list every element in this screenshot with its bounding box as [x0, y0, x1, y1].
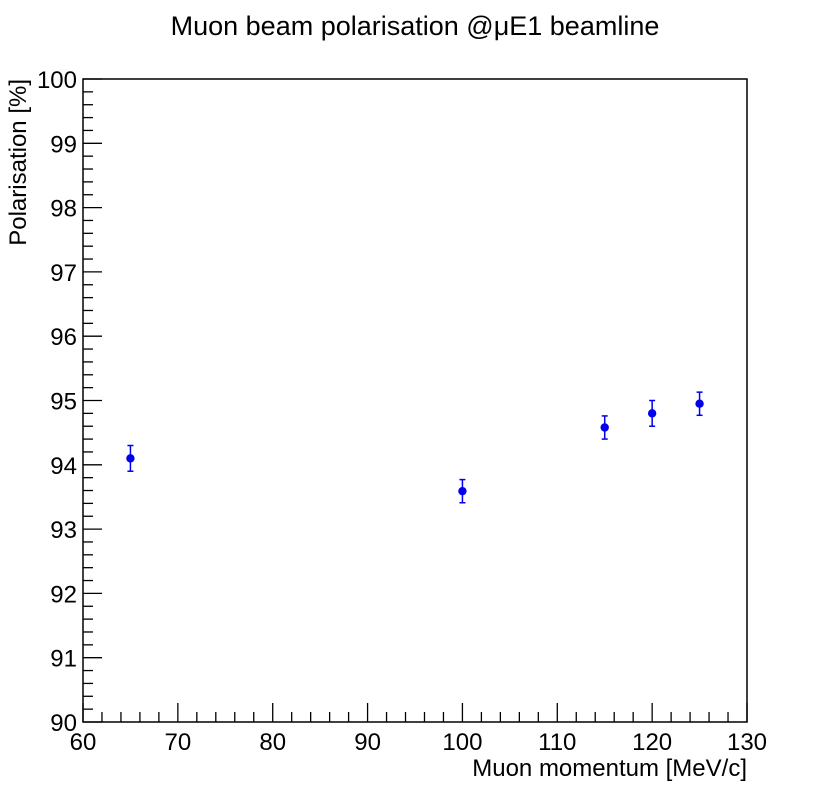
y-tick-label: 95: [50, 389, 77, 416]
y-tick-label: 94: [50, 453, 77, 480]
x-tick-label: 90: [354, 729, 381, 756]
y-tick-label: 98: [50, 196, 77, 223]
x-tick-label: 80: [259, 729, 286, 756]
x-tick-label: 120: [632, 729, 672, 756]
x-tick-label: 130: [727, 729, 767, 756]
data-marks: [126, 391, 704, 504]
x-tick-label: 70: [165, 729, 192, 756]
data-point: [126, 454, 135, 463]
plot-frame: [82, 78, 748, 723]
x-tick-label: 110: [538, 729, 576, 756]
y-tick-label: 91: [50, 646, 77, 673]
x-tick-label: 100: [442, 729, 482, 756]
chart-title: Muon beam polarisation @μE1 beamline: [171, 11, 660, 41]
x-tick-label: 60: [70, 729, 97, 756]
data-point: [600, 423, 609, 432]
y-tick-label: 93: [50, 517, 77, 544]
x-axis-title: Muon momentum [MeV/c]: [472, 755, 747, 782]
y-tick-label: 99: [50, 131, 77, 158]
data-point: [695, 399, 704, 408]
y-axis-title: Polarisation [%]: [5, 79, 32, 246]
y-tick-label: 92: [50, 581, 77, 608]
axes: 60 70 80 90 100 110 120 130 90 91 92 93 94 95 96 97 98 99…: [37, 67, 767, 756]
data-point: [458, 486, 467, 496]
y-tick-label: 100: [37, 67, 77, 94]
data-point: [647, 409, 657, 418]
y-tick-label: 97: [50, 260, 77, 287]
y-tick-label: 90: [50, 710, 77, 737]
y-tick-label: 96: [50, 324, 77, 351]
